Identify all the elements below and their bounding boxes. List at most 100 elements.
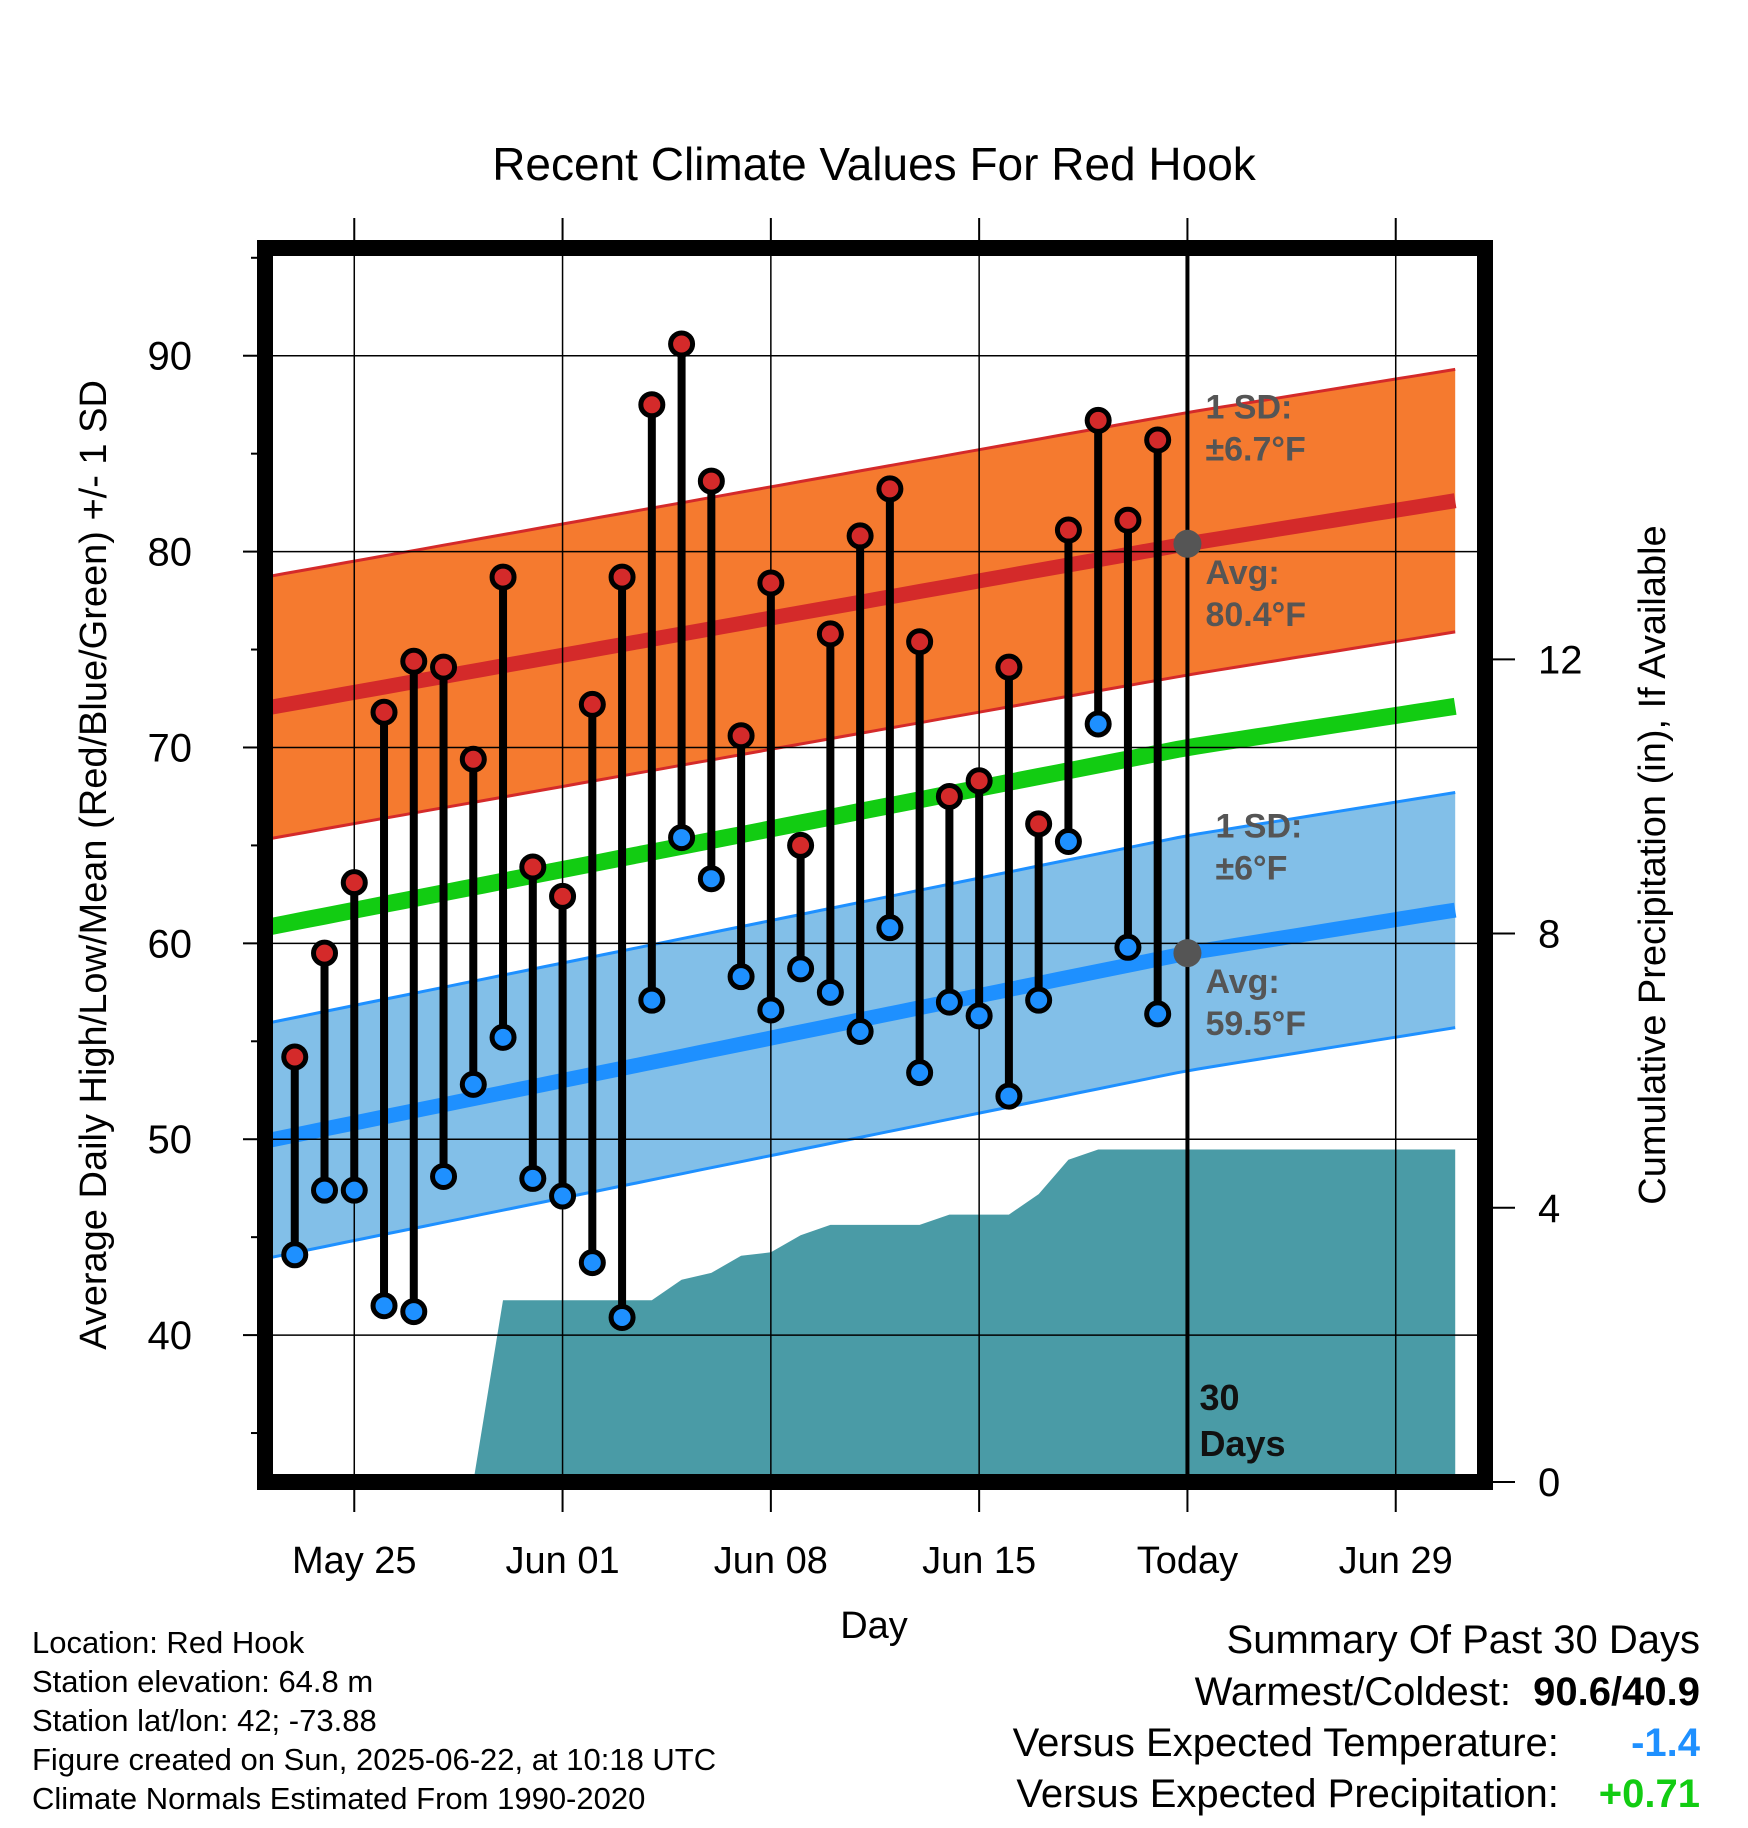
high-point — [846, 522, 874, 550]
low-point — [489, 1023, 517, 1051]
high-point — [876, 475, 904, 503]
today-high-avg-marker — [1173, 529, 1202, 558]
high-point — [697, 467, 725, 495]
window-label-number: 30 — [1199, 1377, 1239, 1418]
low-point — [281, 1241, 309, 1269]
low-point — [816, 978, 844, 1006]
high-point — [400, 647, 428, 675]
low-point — [1144, 1000, 1172, 1028]
x-axis-label: Day — [840, 1605, 908, 1647]
figure-created: Figure created on Sun, 2025-06-22, at 10… — [32, 1742, 717, 1777]
window-label-unit: Days — [1199, 1423, 1285, 1464]
low-point — [549, 1182, 577, 1210]
high-point — [1084, 406, 1112, 434]
low-point — [459, 1070, 487, 1098]
plot-area — [265, 248, 1485, 1482]
station-location: Location: Red Hook — [32, 1625, 305, 1660]
high-point — [816, 620, 844, 648]
low-sd-label: 1 SD: — [1215, 808, 1302, 846]
low-point — [608, 1303, 636, 1331]
y2-tick-label: 12 — [1538, 638, 1583, 682]
station-latlon: Station lat/lon: 42; -73.88 — [32, 1703, 377, 1738]
low-point — [787, 955, 815, 983]
high-avg-label: Avg: — [1205, 554, 1279, 592]
low-point — [1025, 986, 1053, 1014]
high-point — [638, 391, 666, 419]
high-sd-value: ±6.7°F — [1205, 431, 1305, 469]
y-tick-label: 70 — [148, 726, 193, 770]
precip-value: +0.71 — [1598, 1772, 1700, 1816]
low-point — [430, 1162, 458, 1190]
x-tick-label: Jun 08 — [714, 1540, 828, 1582]
high-point — [370, 698, 398, 726]
y-tick-label: 40 — [148, 1314, 193, 1358]
high-point — [965, 767, 993, 795]
high-sd-label: 1 SD: — [1205, 389, 1292, 427]
plot-frame — [257, 240, 1493, 1490]
y-tick-label: 90 — [148, 335, 193, 379]
summary-warmest-coldest: Warmest/Coldest: 90.6/40.9 — [1195, 1670, 1700, 1715]
low-avg-label: Avg: — [1205, 963, 1279, 1001]
low-point — [638, 986, 666, 1014]
high-point — [549, 882, 577, 910]
low-point — [370, 1292, 398, 1320]
y2-axis-label: Cumulative Precipitation (in), If Availa… — [1632, 525, 1674, 1204]
low-point — [935, 988, 963, 1016]
x-tick-label: Today — [1137, 1540, 1238, 1582]
low-sd-value: ±6°F — [1215, 850, 1287, 888]
high-point — [578, 690, 606, 718]
low-point — [1054, 827, 1082, 855]
x-tick-label: Jun 01 — [506, 1540, 620, 1582]
x-tick-label: Jun 29 — [1339, 1540, 1453, 1582]
high-point — [935, 782, 963, 810]
low-point — [519, 1164, 547, 1192]
low-point — [906, 1059, 934, 1087]
low-point — [727, 963, 755, 991]
temp-label: Versus Expected Temperature: — [1012, 1721, 1559, 1765]
high-point — [787, 831, 815, 859]
today-low-avg-marker — [1173, 939, 1202, 968]
low-avg-value: 59.5°F — [1205, 1005, 1306, 1043]
low-point — [668, 824, 696, 852]
low-point — [1084, 710, 1112, 738]
low-point — [995, 1082, 1023, 1110]
high-point — [668, 330, 696, 358]
high-point — [1054, 516, 1082, 544]
high-point — [1025, 810, 1053, 838]
low-point — [846, 1017, 874, 1045]
summary-heading: Summary Of Past 30 Days — [1226, 1618, 1700, 1662]
high-sd-band-upper-edge — [265, 367, 1456, 579]
high-point — [995, 653, 1023, 681]
y-axis-label: Average Daily High/Low/Mean (Red/Blue/Gr… — [73, 380, 115, 1350]
high-point — [519, 853, 547, 881]
high-point — [727, 722, 755, 750]
x-tick-label: Jun 15 — [922, 1540, 1036, 1582]
low-point — [311, 1176, 339, 1204]
low-point — [578, 1249, 606, 1277]
high-point — [340, 869, 368, 897]
low-point — [757, 996, 785, 1024]
temp-value: -1.4 — [1631, 1721, 1700, 1765]
high-point — [430, 653, 458, 681]
y-tick-label: 80 — [148, 531, 193, 575]
high-point — [906, 628, 934, 656]
warmest-coldest-value: 90.6/40.9 — [1533, 1670, 1700, 1714]
low-point — [965, 1002, 993, 1030]
high-point — [459, 745, 487, 773]
high-avg-value: 80.4°F — [1205, 596, 1306, 634]
x-tick-label: May 25 — [292, 1540, 417, 1582]
summary-temp: Versus Expected Temperature: -1.4 — [1013, 1721, 1700, 1766]
y-tick-label: 60 — [148, 922, 193, 966]
chart-title: Recent Climate Values For Red Hook — [492, 138, 1257, 190]
summary-precip: Versus Expected Precipitation: +0.71 — [1016, 1772, 1700, 1817]
y-tick-label: 50 — [148, 1118, 193, 1162]
low-point — [1114, 933, 1142, 961]
high-point — [1144, 426, 1172, 454]
high-point — [608, 563, 636, 591]
y2-tick-label: 8 — [1538, 913, 1560, 957]
high-point — [1114, 506, 1142, 534]
y2-tick-label: 4 — [1538, 1187, 1560, 1231]
high-point — [489, 563, 517, 591]
low-point — [697, 865, 725, 893]
